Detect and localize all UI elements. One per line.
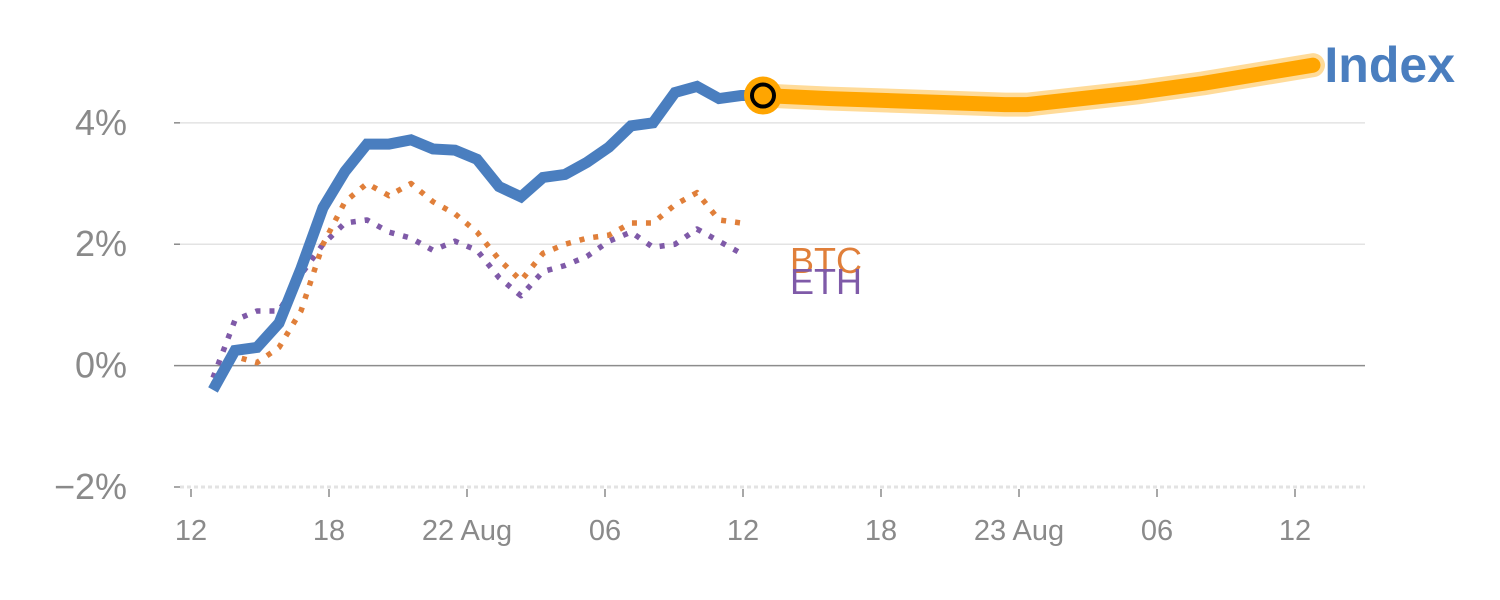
x-tick-label: 18 [313,515,345,547]
grid-layer [174,122,1365,497]
series-layer [208,53,1325,393]
y-tick-label: −2% [54,466,127,507]
x-tick-label: 06 [589,515,621,547]
label-layer: −2% 0% 2% 4% 12 18 22 Aug 06 12 18 23 Aug 06 12 BTCET… [54,102,1311,547]
y-tick-label: 4% [75,102,127,143]
x-tick-label: 06 [1141,515,1173,547]
btc-line [210,180,742,386]
x-tick-label: 12 [1279,515,1311,547]
x-tick-label: 18 [865,515,897,547]
index-line [208,80,763,393]
x-tick-label: 12 [175,515,207,547]
forecast-line [755,57,1321,113]
chart-title: Index [1324,37,1455,93]
x-tick-label: 22 Aug [422,515,512,547]
x-tick-label: 12 [727,515,759,547]
eth-series-label: ETH [790,261,862,302]
y-tick-label: 2% [75,223,127,264]
current-point-marker [750,82,776,109]
x-tick-label: 23 Aug [974,515,1064,547]
y-tick-label: 0% [75,345,127,386]
btc-series-label: BTC [790,240,862,281]
